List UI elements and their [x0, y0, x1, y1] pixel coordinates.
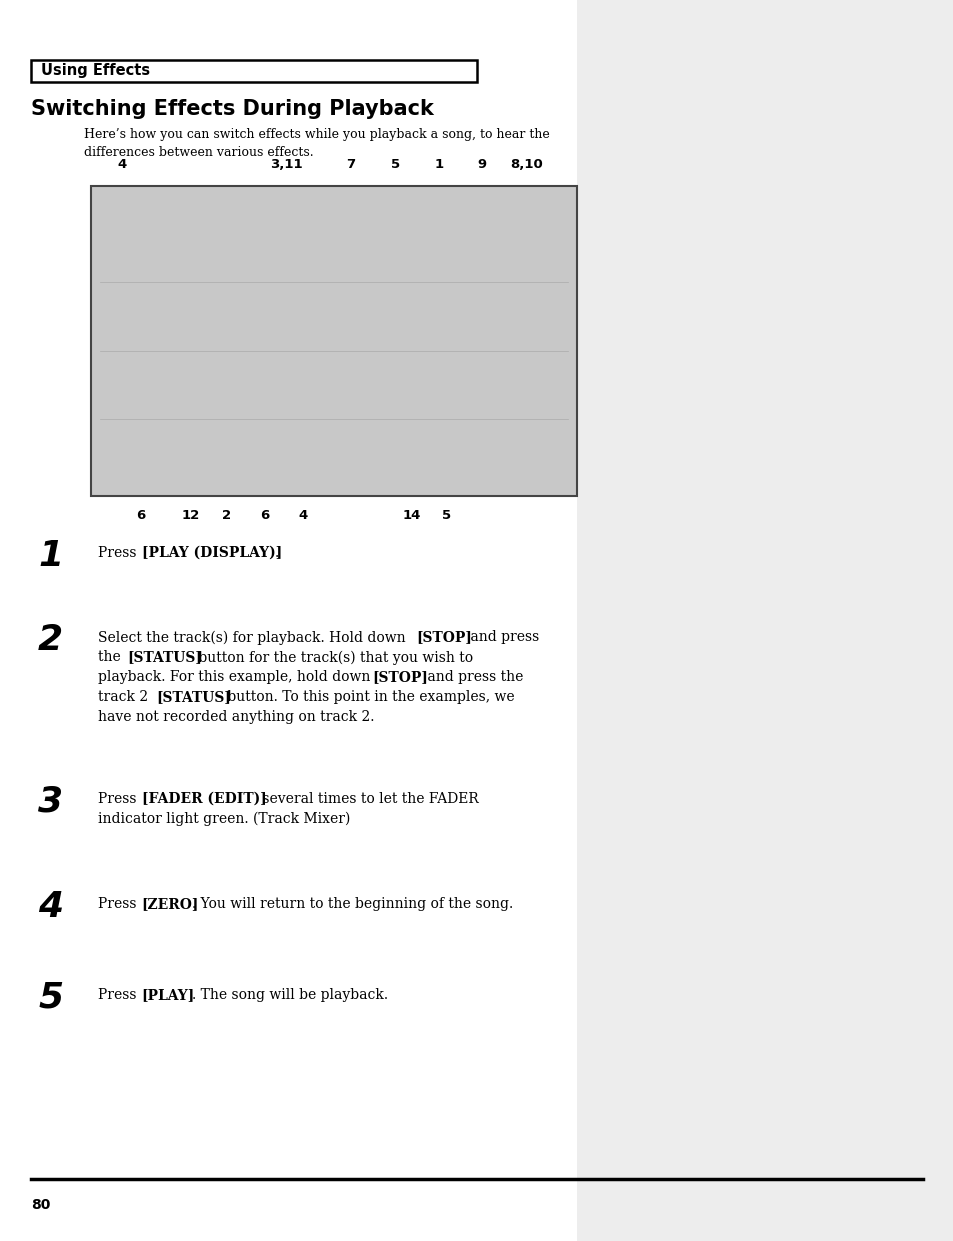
Text: Using Effects: Using Effects [41, 63, 150, 78]
Text: button for the track(s) that you wish to: button for the track(s) that you wish to [193, 650, 473, 665]
Text: button. To this point in the examples, we: button. To this point in the examples, w… [222, 690, 514, 704]
Text: Select the track(s) for playback. Hold down: Select the track(s) for playback. Hold d… [98, 630, 410, 645]
Text: the: the [98, 650, 125, 664]
Text: 6: 6 [136, 509, 146, 521]
Text: [STATUS]: [STATUS] [156, 690, 231, 704]
Text: differences between various effects.: differences between various effects. [84, 146, 314, 159]
Text: 3,11: 3,11 [270, 159, 302, 171]
Text: 1: 1 [434, 159, 443, 171]
Text: [ZERO]: [ZERO] [141, 897, 199, 911]
Text: 9: 9 [476, 159, 486, 171]
Text: Press: Press [98, 988, 141, 1001]
Text: 5: 5 [391, 159, 400, 171]
Text: 2: 2 [38, 623, 63, 656]
Text: [STOP]: [STOP] [416, 630, 472, 644]
Text: and press the: and press the [422, 670, 522, 684]
Text: 2: 2 [222, 509, 232, 521]
Text: Press: Press [98, 792, 141, 805]
Text: have not recorded anything on track 2.: have not recorded anything on track 2. [98, 710, 375, 724]
Text: [PLAY]: [PLAY] [141, 988, 194, 1001]
Text: Press: Press [98, 546, 141, 560]
Text: [FADER (EDIT)]: [FADER (EDIT)] [141, 792, 266, 805]
Text: 4: 4 [298, 509, 308, 521]
Text: . The song will be playback.: . The song will be playback. [192, 988, 387, 1001]
Text: 7: 7 [346, 159, 355, 171]
Text: 12: 12 [181, 509, 200, 521]
Text: and press: and press [466, 630, 538, 644]
Text: [PLAY (DISPLAY)]: [PLAY (DISPLAY)] [141, 546, 281, 560]
Text: 14: 14 [402, 509, 421, 521]
Text: Here’s how you can switch effects while you playback a song, to hear the: Here’s how you can switch effects while … [84, 128, 549, 140]
Text: .: . [274, 546, 279, 560]
Text: 5: 5 [441, 509, 451, 521]
Text: Press: Press [98, 897, 141, 911]
Text: 4: 4 [117, 159, 127, 171]
Text: track 2: track 2 [98, 690, 152, 704]
Text: indicator light green. (Track Mixer): indicator light green. (Track Mixer) [98, 812, 351, 827]
Text: . You will return to the beginning of the song.: . You will return to the beginning of th… [192, 897, 513, 911]
Text: 80: 80 [31, 1198, 51, 1211]
Text: [STATUS]: [STATUS] [127, 650, 202, 664]
Text: Switching Effects During Playback: Switching Effects During Playback [31, 99, 434, 119]
Bar [31, 60, 476, 82]
Text: several times to let the FADER: several times to let the FADER [258, 792, 478, 805]
Bar [91, 186, 577, 496]
Text: 6: 6 [260, 509, 270, 521]
Bar [577, 0, 953, 1241]
Text: [STOP]: [STOP] [373, 670, 428, 684]
Text: 3: 3 [38, 784, 63, 818]
Text: 5: 5 [38, 980, 63, 1014]
Text: 4: 4 [38, 890, 63, 923]
Text: 8,10: 8,10 [510, 159, 542, 171]
Text: 1: 1 [38, 539, 63, 572]
Text: playback. For this example, hold down: playback. For this example, hold down [98, 670, 375, 684]
